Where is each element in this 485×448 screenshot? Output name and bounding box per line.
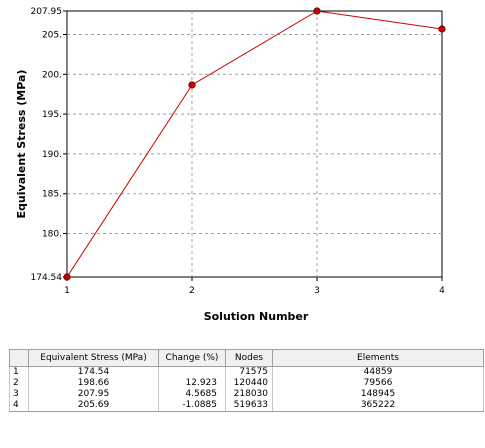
y-tick-label: 200.	[42, 70, 62, 80]
data-point-marker[interactable]	[438, 25, 446, 33]
header-elements[interactable]: Elements	[272, 349, 484, 367]
row-index: 4	[9, 400, 29, 412]
x-tick-label: 1	[64, 286, 70, 296]
x-axis-title: Solution Number	[204, 310, 309, 323]
x-tick-label: 4	[439, 286, 445, 296]
row-index: 3	[9, 389, 29, 400]
y-tick-label: 174.54	[31, 273, 63, 283]
data-point-marker[interactable]	[63, 273, 71, 281]
y-tick-label: 180.	[42, 230, 62, 240]
series-layer	[63, 7, 446, 281]
nodes-cell: 120440	[225, 378, 273, 389]
y-axis-ticks: 174.54 180. 185. 190. 195. 200. 205. 207.95	[31, 7, 67, 283]
stress-cell: 205.69	[28, 400, 159, 412]
plot-area	[66, 10, 443, 278]
change-cell: 12.923	[158, 378, 226, 389]
table-row[interactable]: 2 198.66 12.923 120440 79566	[9, 378, 484, 389]
grid-lines	[67, 11, 442, 277]
y-tick-label: 195.	[42, 110, 62, 120]
row-index: 1	[9, 366, 29, 378]
y-tick-label: 205.	[42, 30, 62, 40]
elements-cell: 44859	[272, 366, 484, 378]
y-tick-label: 190.	[42, 150, 62, 160]
elements-cell: 79566	[272, 378, 484, 389]
table-row[interactable]: 4 205.69 -1.0885 519633 365222	[9, 400, 484, 412]
stress-cell: 174.54	[28, 366, 159, 378]
data-point-marker[interactable]	[313, 7, 321, 15]
header-equivalent-stress[interactable]: Equivalent Stress (MPa)	[28, 349, 159, 367]
table-row[interactable]: 3 207.95 4.5685 218030 148945	[9, 389, 484, 400]
table-corner-cell	[9, 349, 29, 367]
table-header-row: Equivalent Stress (MPa) Change (%) Nodes…	[9, 349, 484, 367]
change-cell: 4.5685	[158, 389, 226, 400]
stress-cell: 207.95	[28, 389, 159, 400]
table-row[interactable]: 1 174.54 71575 44859	[9, 366, 484, 378]
y-tick-label: 185.	[42, 190, 62, 200]
x-tick-label: 3	[314, 286, 320, 296]
x-tick-label: 2	[189, 286, 195, 296]
header-nodes[interactable]: Nodes	[225, 349, 273, 367]
data-point-marker[interactable]	[188, 81, 196, 89]
nodes-cell: 218030	[225, 389, 273, 400]
y-tick-label: 207.95	[31, 7, 63, 17]
convergence-chart: 174.54 180. 185. 190. 195. 200. 205. 207.95 1 2 3…	[15, 7, 446, 323]
stress-cell: 198.66	[28, 378, 159, 389]
elements-cell: 148945	[272, 389, 484, 400]
results-table: Equivalent Stress (MPa) Change (%) Nodes…	[9, 349, 484, 412]
series-line	[66, 10, 443, 278]
y-axis-title: Equivalent Stress (MPa)	[15, 70, 28, 219]
row-index: 2	[9, 378, 29, 389]
x-axis-ticks: 1 2 3 4	[64, 277, 445, 296]
elements-cell: 365222	[272, 400, 484, 412]
nodes-cell: 519633	[225, 400, 273, 412]
header-change[interactable]: Change (%)	[158, 349, 226, 367]
change-cell: -1.0885	[158, 400, 226, 412]
nodes-cell: 71575	[225, 366, 273, 378]
change-cell	[158, 366, 226, 378]
